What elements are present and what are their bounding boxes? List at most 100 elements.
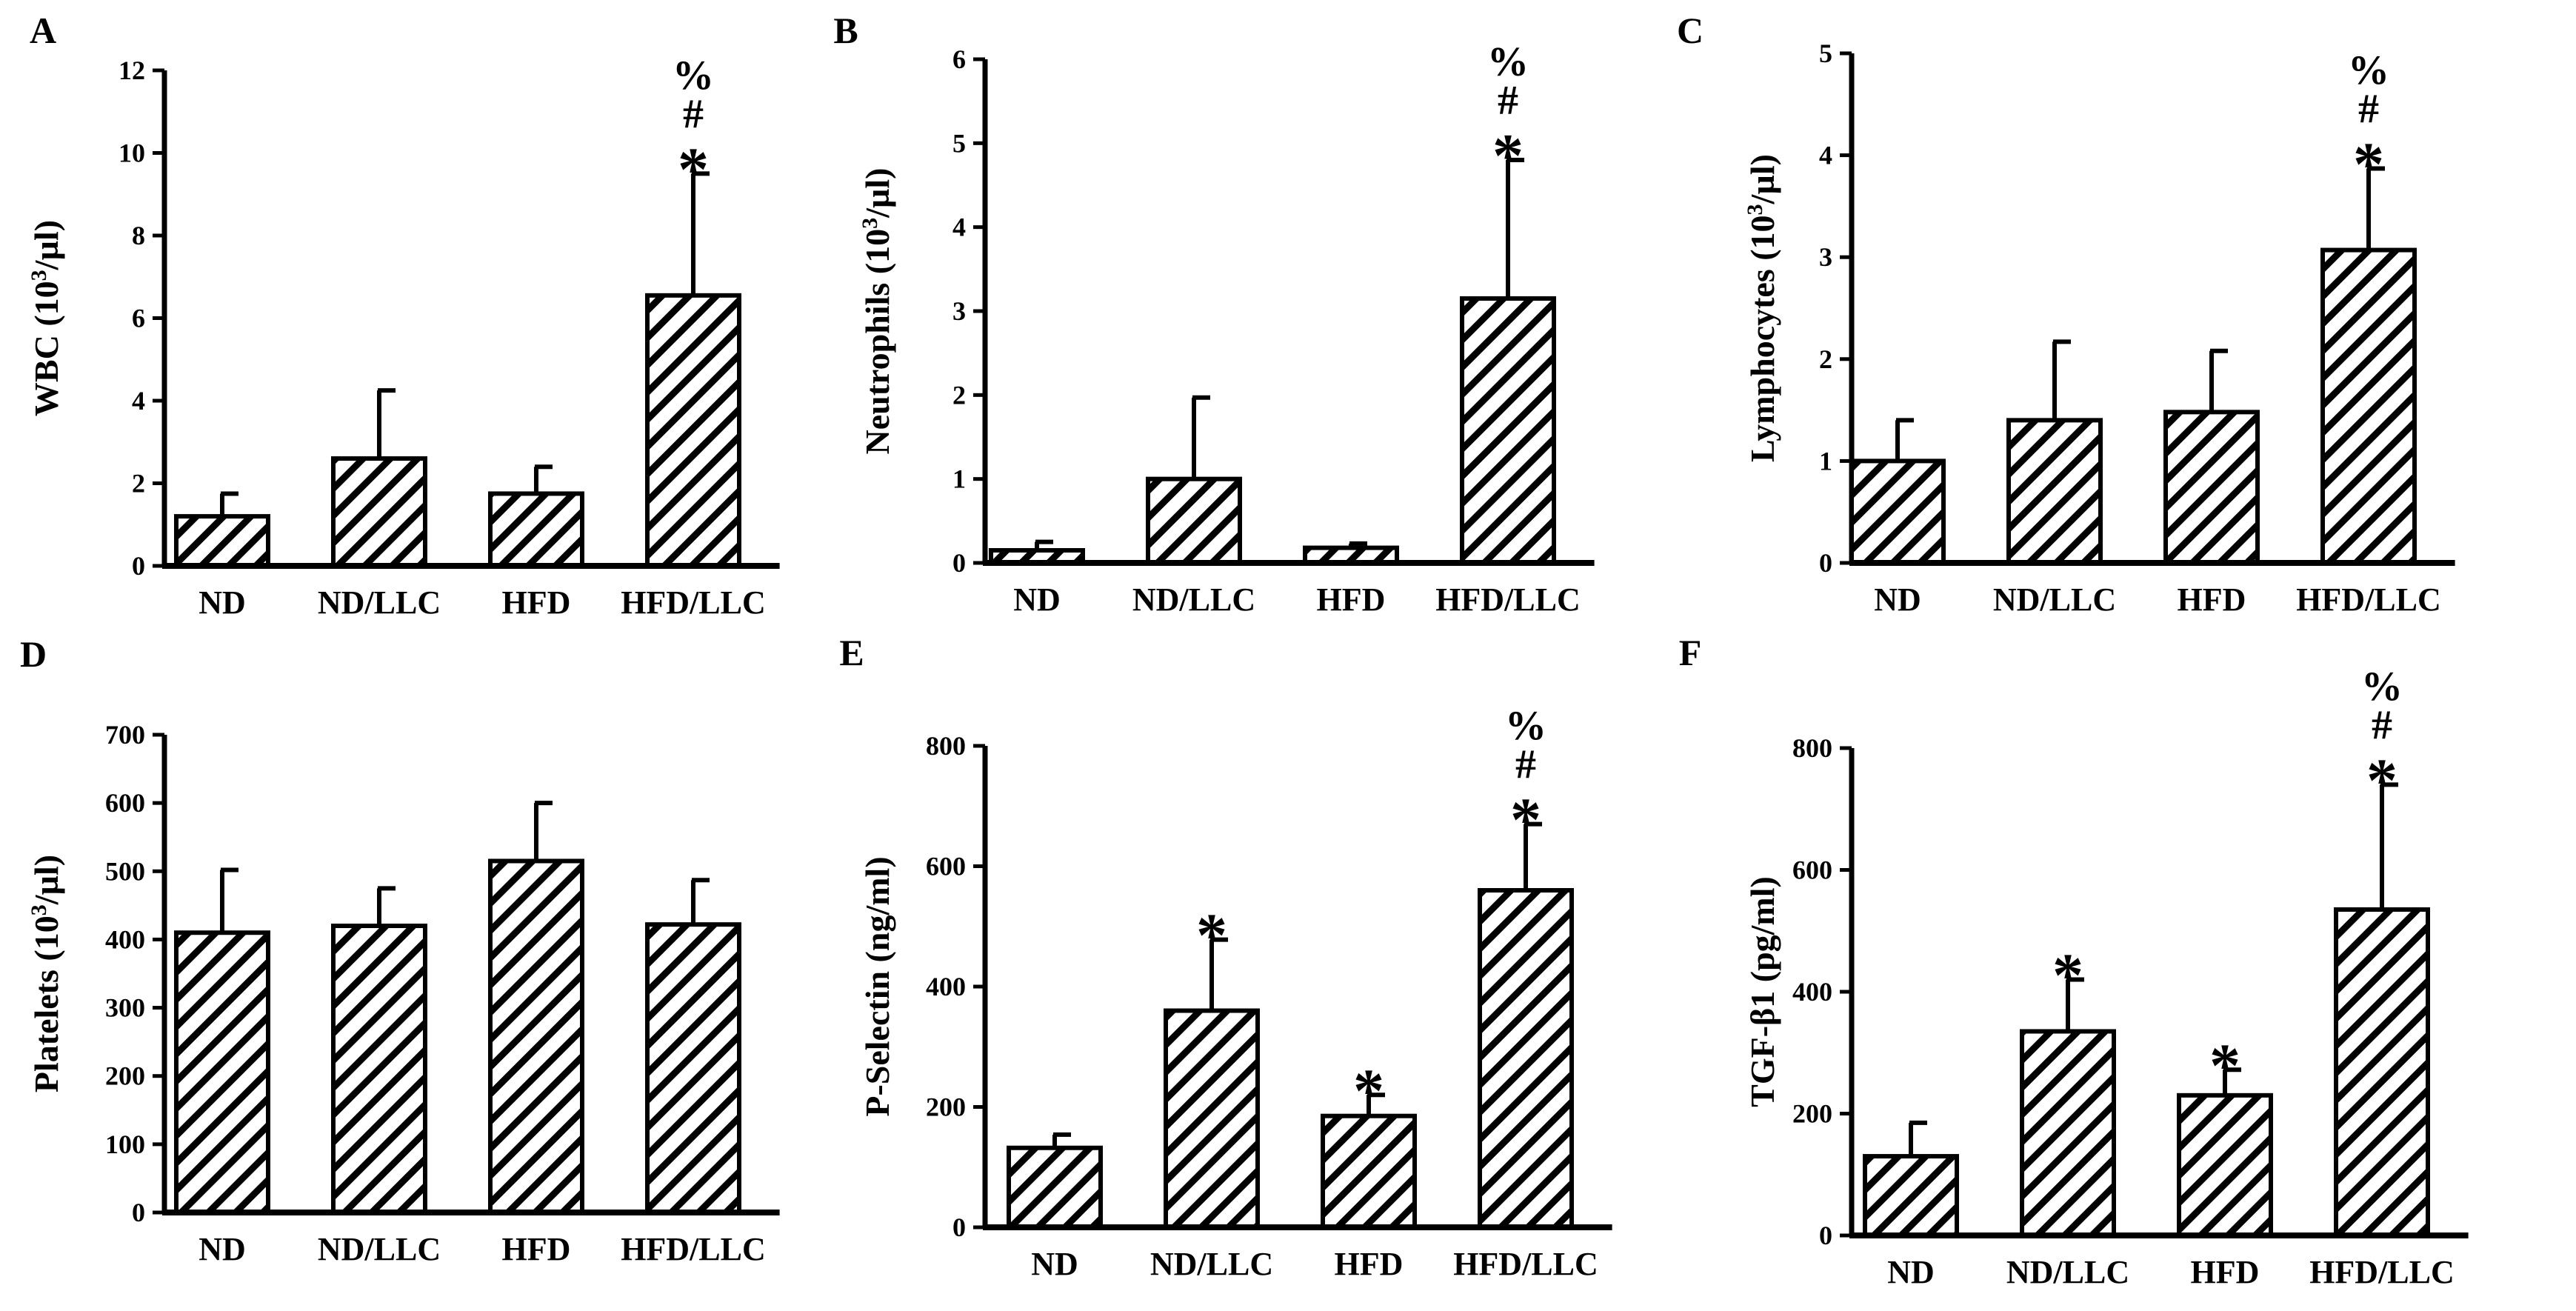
x-tick-label: ND/LLC [318, 584, 441, 621]
panel-a: A 0 2 4 6 8 10 12 ND ND/LLC HFD HFD/LLC *#% WBC (103/… [27, 10, 780, 621]
panel-c: C 0 1 2 3 4 5 ND ND/LLC HFD HFD/LLC *#% Lymphocytes … [1677, 10, 2455, 618]
y-tick-label: 5 [952, 128, 966, 158]
bar-nd-llc [1164, 1008, 1260, 1230]
bar-hfd-llc [645, 922, 741, 1215]
x-tick-label: HFD/LLC [1453, 1246, 1598, 1282]
x-tick-label: ND [1013, 581, 1061, 618]
y-tick-label: 0 [952, 1212, 966, 1242]
bar-nd [1007, 1145, 1103, 1230]
significance-percent: % [2361, 664, 2403, 710]
x-tick-label: HFD [502, 584, 571, 621]
y-tick-label: 0 [1819, 548, 1832, 578]
bar-nd-llc [331, 456, 427, 568]
y-tick-label: 400 [926, 972, 966, 1001]
y-axis-label: Lymphocytes (103/µl) [1743, 154, 1781, 462]
x-tick-label: HFD/LLC [621, 584, 766, 621]
x-tick-label: ND [1874, 581, 1921, 618]
x-tick-label: HFD/LLC [621, 1231, 766, 1267]
y-axis-label: WBC (103/µl) [27, 220, 65, 416]
y-axis-label-unit: /µl) [27, 220, 65, 270]
x-tick-label: ND/LLC [1993, 581, 2116, 618]
x-tick-label: ND [198, 584, 246, 621]
y-tick-label: 4 [132, 386, 145, 416]
bar-nd-llc [2006, 418, 2103, 565]
bar-nd [1849, 458, 1946, 566]
x-tick-label: HFD [2191, 1254, 2260, 1290]
y-tick-label: 2 [132, 469, 145, 498]
y-axis-label: P-Selectin (ng/ml) [858, 856, 896, 1116]
y-axis-label-unit: /µl) [858, 168, 896, 218]
y-tick-label: 1 [952, 464, 966, 494]
significance-asterisk: * [2353, 130, 2384, 199]
y-axis-label-superscript: 3 [1743, 204, 1767, 215]
panel-letter: A [30, 10, 56, 51]
significance-asterisk: * [1510, 786, 1541, 855]
panel-letter: B [833, 10, 858, 51]
significance-percent: % [673, 53, 714, 99]
y-tick-label: 4 [1819, 141, 1832, 170]
y-axis-label-main: Platelets (10 [27, 915, 65, 1092]
x-tick-label: ND [1887, 1254, 1935, 1290]
y-axis-label-main: Neutrophils (10 [858, 229, 896, 455]
y-tick-label: 0 [1819, 1221, 1832, 1250]
y-tick-label: 0 [132, 1198, 145, 1227]
y-tick-label: 500 [105, 856, 145, 886]
significance-hash: # [1498, 78, 1518, 124]
y-tick-label: 600 [926, 852, 966, 881]
bar-hfd [2163, 410, 2260, 565]
y-axis-label-main: TGF-β1 (pg/ml) [1744, 876, 1781, 1107]
x-tick-label: HFD/LLC [2309, 1254, 2455, 1290]
y-tick-label: 200 [1792, 1099, 1832, 1129]
y-tick-label: 600 [105, 788, 145, 818]
y-tick-label: 700 [105, 720, 145, 750]
significance-asterisk: * [2366, 746, 2398, 815]
y-tick-label: 8 [132, 221, 145, 250]
significance-asterisk: * [1492, 121, 1524, 190]
y-tick-label: 200 [926, 1092, 966, 1122]
y-axis-label-unit: /µl) [1744, 154, 1781, 204]
x-tick-label: HFD [2178, 581, 2246, 618]
x-tick-label: ND [1031, 1246, 1078, 1282]
y-tick-label: 800 [926, 731, 966, 761]
bar-hfd-llc [1478, 888, 1574, 1230]
y-tick-label: 3 [1819, 242, 1832, 272]
x-tick-label: HFD [502, 1231, 571, 1267]
bar-nd [174, 514, 270, 568]
bar-nd-llc [2020, 1029, 2116, 1238]
significance-asterisk: * [1353, 1056, 1384, 1125]
bar-hfd [488, 858, 584, 1215]
y-axis-label-main: WBC (10 [27, 281, 65, 416]
y-tick-label: 6 [952, 44, 966, 74]
panel-letter: E [839, 632, 864, 673]
y-tick-label: 10 [119, 139, 145, 168]
y-tick-label: 300 [105, 993, 145, 1023]
y-tick-label: 800 [1792, 733, 1832, 763]
significance-hash: # [1515, 742, 1536, 788]
panel-b: B 0 1 2 3 4 5 6 ND ND/LLC HFD HFD/LLC *#% Neutrophils… [833, 10, 1595, 618]
bar-hfd-llc [2320, 247, 2417, 565]
y-axis-label: Platelets (103/µl) [27, 855, 65, 1092]
y-tick-label: 200 [105, 1061, 145, 1091]
significance-asterisk: * [1196, 901, 1227, 970]
y-axis-label: Neutrophils (103/µl) [858, 168, 896, 455]
x-tick-label: ND/LLC [1132, 581, 1255, 618]
panel-d: D 0 100 200 300 400 500 600 700 ND ND/LLC HFD HFD/LL… [20, 633, 780, 1267]
x-tick-label: HFD/LLC [1435, 581, 1581, 618]
y-tick-label: 4 [952, 213, 966, 242]
significance-asterisk: * [2209, 1031, 2240, 1100]
panel-letter: C [1677, 10, 1704, 51]
y-tick-label: 6 [132, 304, 145, 333]
y-tick-label: 2 [952, 380, 966, 410]
panel-letter: D [20, 633, 47, 675]
bar-hfd-llc [645, 293, 741, 568]
bar-hfd-llc [1460, 296, 1556, 565]
y-axis-label-superscript: 3 [858, 218, 882, 229]
y-tick-label: 0 [952, 548, 966, 578]
bar-nd-llc [331, 924, 427, 1215]
bar-hfd-llc [2334, 907, 2430, 1238]
y-tick-label: 100 [105, 1130, 145, 1159]
y-axis-label-superscript: 3 [27, 270, 51, 281]
y-tick-label: 3 [952, 296, 966, 326]
